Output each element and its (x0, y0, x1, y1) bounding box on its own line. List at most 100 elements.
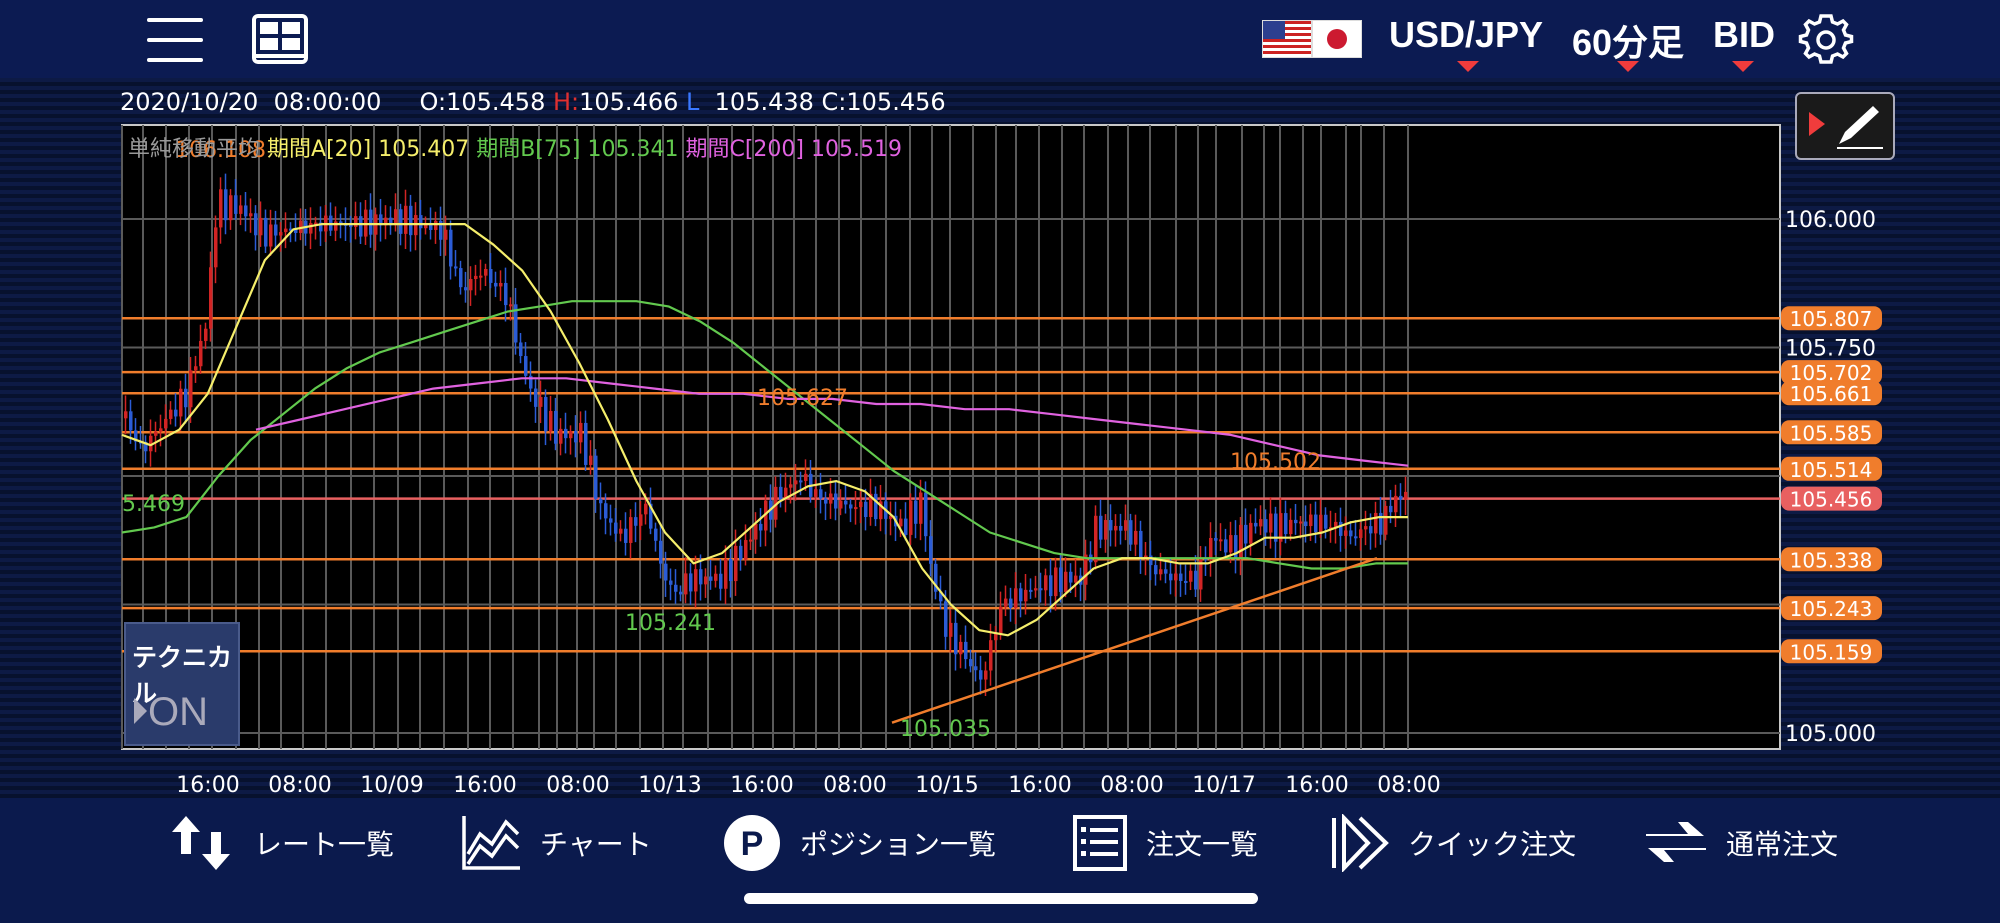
candle-body (429, 223, 433, 231)
layout-grid-icon[interactable] (252, 14, 308, 64)
quick-order-icon (1332, 814, 1389, 872)
us-flag-icon (1262, 20, 1312, 58)
ohlc-high-value: 105.466 (579, 88, 679, 116)
candle-body (464, 287, 468, 291)
candle-body (1184, 580, 1188, 583)
candle-body (1209, 538, 1213, 561)
candle-body (1349, 530, 1353, 537)
nav-position-list-label: ポジション一覧 (800, 828, 997, 861)
candle-body (469, 279, 473, 291)
candle-body (729, 558, 733, 582)
candle-body (1179, 573, 1183, 581)
nav-order-list[interactable]: 注文一覧 (1072, 815, 1259, 871)
price-level-tag: 105.514 (1781, 456, 1882, 482)
candle-body (1369, 526, 1373, 534)
candle-body (759, 523, 763, 531)
candle-body (1129, 520, 1133, 545)
candle-body (134, 430, 138, 442)
candle-body (704, 576, 708, 585)
candle-body (1189, 570, 1193, 582)
settings-gear-icon[interactable] (1798, 12, 1854, 68)
candle-body (659, 540, 663, 564)
candle-body (264, 217, 268, 247)
pen-icon (1809, 106, 1883, 149)
candle-body (639, 514, 643, 526)
nav-normal-order[interactable]: 通常注文 (1644, 818, 1838, 868)
nav-chart[interactable]: チャート (460, 816, 652, 870)
candle-body (1044, 575, 1048, 591)
price-level-tag-bg (1781, 420, 1882, 445)
drawing-tool-button[interactable] (1795, 92, 1895, 160)
candle-body (1014, 588, 1018, 608)
ma20-line (121, 223, 1408, 637)
candle-body (514, 304, 518, 343)
candle-body (409, 205, 413, 236)
candle-body (384, 217, 388, 226)
nav-quick-order[interactable]: クイック注文 (1330, 814, 1576, 872)
candle-body (754, 523, 758, 540)
ma75-line (121, 300, 1408, 570)
candle-body (784, 487, 788, 500)
chart-annotation: 105.502 (1230, 450, 1321, 475)
price-level-label: 105.661 (1790, 382, 1873, 406)
candle-body (194, 366, 198, 371)
candle-body (799, 480, 803, 483)
candle-body (509, 304, 513, 307)
candle-body (1164, 569, 1168, 574)
candle-body (519, 342, 523, 357)
candle-body (254, 213, 258, 236)
x-axis-tick-label: 10/09 (360, 773, 423, 798)
candle-body (389, 217, 393, 226)
chart-area[interactable]: 105.807 105.702 105.661 105.585 105.514 105.4… (0, 78, 2000, 798)
ohlc-close: C:105.456 (821, 88, 946, 116)
candle-body (1394, 495, 1398, 513)
candle-body (224, 189, 228, 221)
candle-body (489, 269, 493, 283)
order-list-icon (1073, 815, 1127, 871)
candle-body (1099, 515, 1103, 540)
menu-icon[interactable] (147, 18, 203, 62)
candle-body (724, 558, 728, 589)
nav-rate-list[interactable]: レート一覧 (170, 816, 394, 870)
nav-position-list[interactable]: P ポジション一覧 (722, 815, 997, 871)
ma-c-label: 期間C[200] (685, 137, 804, 162)
moving-average-legend: 単純移動平均 期間A[20] 105.407 期間B[75] 105.341 期… (128, 131, 902, 163)
candle-body (529, 375, 533, 389)
technical-toggle-button[interactable]: テクニカル ON (124, 622, 240, 746)
ma-c-value: 105.519 (811, 137, 902, 162)
chart-annotation: 105.241 (625, 611, 716, 636)
candle-body (164, 418, 168, 429)
timeframe-selector[interactable]: 60分足 (1572, 22, 1685, 63)
candle-body (234, 195, 238, 214)
candle-body (504, 282, 508, 306)
candle-body (644, 503, 648, 515)
candle-body (1319, 514, 1323, 533)
candle-body (564, 428, 568, 439)
candle-body (689, 573, 693, 592)
candle-body (439, 220, 443, 240)
chart-annotation: 106.108 (175, 138, 266, 163)
nav-order-list-label: 注文一覧 (1146, 828, 1259, 861)
currency-pair-selector[interactable]: USD/JPY (1389, 14, 1544, 55)
currency-flags[interactable] (1262, 20, 1362, 58)
candle-body (1214, 538, 1218, 541)
candle-body (999, 606, 1003, 634)
candle-body (939, 591, 943, 602)
chart-annotation: 105.627 (757, 386, 848, 411)
candle-body (1139, 530, 1143, 559)
candle-body (904, 518, 908, 535)
candle-body (459, 268, 463, 288)
price-level-tag: 105.807 (1781, 306, 1882, 331)
candle-body (749, 539, 753, 542)
candle-body (909, 500, 913, 535)
x-axis-tick-label: 08:00 (268, 773, 331, 798)
candle-body (734, 545, 738, 582)
candle-body (1364, 526, 1368, 530)
candle-body (1059, 567, 1063, 592)
normal-order-icon (1646, 822, 1706, 862)
candle-body (524, 356, 528, 376)
price-type-selector[interactable]: BID (1713, 14, 1775, 55)
candle-body (534, 388, 538, 407)
x-axis-tick-label: 08:00 (1377, 773, 1440, 798)
